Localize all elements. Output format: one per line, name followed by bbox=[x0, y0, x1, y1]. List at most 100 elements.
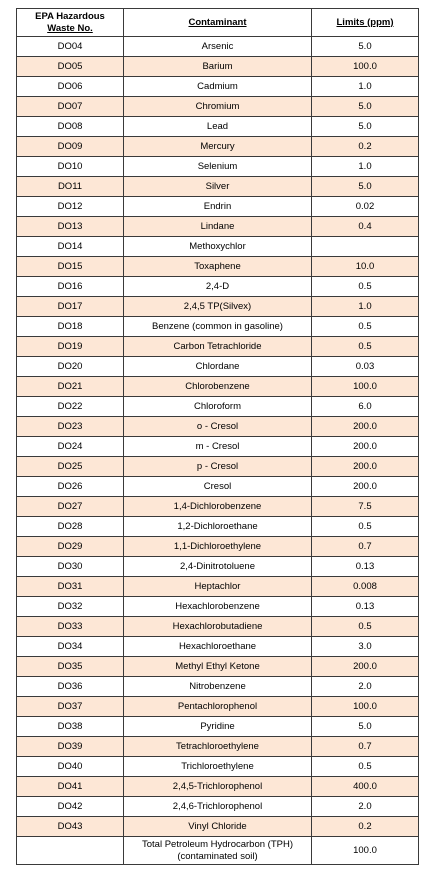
cell-limit: 6.0 bbox=[311, 396, 419, 417]
cell-limit: 0.7 bbox=[311, 536, 419, 557]
cell-contaminant: Trichloroethylene bbox=[123, 756, 312, 777]
cell-contaminant: Carbon Tetrachloride bbox=[123, 336, 312, 357]
tph-name-line1: Total Petroleum Hydrocarbon (TPH) bbox=[142, 838, 293, 850]
cell-waste-no: DO12 bbox=[16, 196, 124, 217]
table-row: DO04 Arsenic 5.0 bbox=[16, 36, 419, 57]
cell-limit: 0.5 bbox=[311, 616, 419, 637]
table-row: DO40 Trichloroethylene 0.5 bbox=[16, 756, 419, 777]
cell-limit: 7.5 bbox=[311, 496, 419, 517]
cell-limit: 0.02 bbox=[311, 196, 419, 217]
table-row: DO06 Cadmium 1.0 bbox=[16, 76, 419, 97]
cell-waste-no: DO24 bbox=[16, 436, 124, 457]
cell-waste-no: DO13 bbox=[16, 216, 124, 237]
cell-waste-no: DO05 bbox=[16, 56, 124, 77]
table-row: DO33 Hexachlorobutadiene 0.5 bbox=[16, 616, 419, 637]
cell-waste-no: DO20 bbox=[16, 356, 124, 377]
cell-waste-no: DO33 bbox=[16, 616, 124, 637]
cell-waste-no: DO26 bbox=[16, 476, 124, 497]
cell-limit: 0.03 bbox=[311, 356, 419, 377]
cell-contaminant: Benzene (common in gasoline) bbox=[123, 316, 312, 337]
cell-waste-no: DO25 bbox=[16, 456, 124, 477]
header-waste-no: EPA Hazardous Waste No. bbox=[16, 8, 124, 37]
cell-contaminant: Chromium bbox=[123, 96, 312, 117]
cell-contaminant: Arsenic bbox=[123, 36, 312, 57]
cell-waste-no: DO41 bbox=[16, 776, 124, 797]
cell-contaminant: Nitrobenzene bbox=[123, 676, 312, 697]
table-row: DO31 Heptachlor 0.008 bbox=[16, 576, 419, 597]
cell-limit: 200.0 bbox=[311, 416, 419, 437]
cell-limit: 5.0 bbox=[311, 716, 419, 737]
cell-waste-no: DO43 bbox=[16, 816, 124, 837]
cell-waste-no: DO09 bbox=[16, 136, 124, 157]
cell-contaminant: 2,4,5-Trichlorophenol bbox=[123, 776, 312, 797]
cell-limit: 400.0 bbox=[311, 776, 419, 797]
cell-limit: 10.0 bbox=[311, 256, 419, 277]
cell-contaminant: Pyridine bbox=[123, 716, 312, 737]
table-row: DO10 Selenium 1.0 bbox=[16, 156, 419, 177]
cell-contaminant: Mercury bbox=[123, 136, 312, 157]
cell-limit: 200.0 bbox=[311, 456, 419, 477]
cell-limit: 0.5 bbox=[311, 756, 419, 777]
table-row: DO36 Nitrobenzene 2.0 bbox=[16, 676, 419, 697]
cell-contaminant: Methoxychlor bbox=[123, 236, 312, 257]
cell-contaminant: Pentachlorophenol bbox=[123, 696, 312, 717]
table-row: DO17 2,4,5 TP(Silvex) 1.0 bbox=[16, 296, 419, 317]
table-row: DO30 2,4-Dinitrotoluene 0.13 bbox=[16, 556, 419, 577]
cell-contaminant: Tetrachloroethylene bbox=[123, 736, 312, 757]
cell-waste-no: DO08 bbox=[16, 116, 124, 137]
header-limits: Limits (ppm) bbox=[311, 8, 419, 37]
cell-waste-no: DO15 bbox=[16, 256, 124, 277]
cell-contaminant: Endrin bbox=[123, 196, 312, 217]
cell-waste-no: DO38 bbox=[16, 716, 124, 737]
cell-limit: 5.0 bbox=[311, 96, 419, 117]
table-row: DO07 Chromium 5.0 bbox=[16, 96, 419, 117]
cell-waste-no: DO29 bbox=[16, 536, 124, 557]
cell-waste-no: DO21 bbox=[16, 376, 124, 397]
cell-limit: 2.0 bbox=[311, 676, 419, 697]
header-contaminant: Contaminant bbox=[123, 8, 312, 37]
cell-limit: 100.0 bbox=[311, 56, 419, 77]
cell-limit: 1.0 bbox=[311, 296, 419, 317]
cell-contaminant: 2,4-D bbox=[123, 276, 312, 297]
cell-limit: 100.0 bbox=[311, 376, 419, 397]
cell-contaminant: Chloroform bbox=[123, 396, 312, 417]
table-header-row: EPA Hazardous Waste No. Contaminant Limi… bbox=[16, 8, 419, 37]
table-row: DO35 Methyl Ethyl Ketone 200.0 bbox=[16, 656, 419, 677]
table-body: DO04 Arsenic 5.0 DO05 Barium 100.0 DO06 Cadmium… bbox=[16, 36, 419, 865]
table-row: DO37 Pentachlorophenol 100.0 bbox=[16, 696, 419, 717]
cell-contaminant: 2,4-Dinitrotoluene bbox=[123, 556, 312, 577]
cell-waste-no: DO14 bbox=[16, 236, 124, 257]
cell-contaminant: Methyl Ethyl Ketone bbox=[123, 656, 312, 677]
cell-contaminant: Total Petroleum Hydrocarbon (TPH) (conta… bbox=[123, 836, 312, 865]
cell-contaminant: Toxaphene bbox=[123, 256, 312, 277]
cell-limit: 1.0 bbox=[311, 156, 419, 177]
table-row: DO29 1,1-Dichloroethylene 0.7 bbox=[16, 536, 419, 557]
table-row: DO08 Lead 5.0 bbox=[16, 116, 419, 137]
cell-limit: 0.2 bbox=[311, 816, 419, 837]
table-row: DO13 Lindane 0.4 bbox=[16, 216, 419, 237]
cell-contaminant: Selenium bbox=[123, 156, 312, 177]
cell-contaminant: 1,2-Dichloroethane bbox=[123, 516, 312, 537]
cell-contaminant: Cresol bbox=[123, 476, 312, 497]
cell-waste-no: DO35 bbox=[16, 656, 124, 677]
table-row: DO28 1,2-Dichloroethane 0.5 bbox=[16, 516, 419, 537]
table-row: DO22 Chloroform 6.0 bbox=[16, 396, 419, 417]
header-waste-no-line1: EPA Hazardous bbox=[35, 10, 105, 22]
cell-contaminant: p - Cresol bbox=[123, 456, 312, 477]
cell-waste-no: DO34 bbox=[16, 636, 124, 657]
cell-waste-no: DO22 bbox=[16, 396, 124, 417]
cell-waste-no: DO31 bbox=[16, 576, 124, 597]
cell-contaminant: 1,4-Dichlorobenzene bbox=[123, 496, 312, 517]
header-contaminant-label: Contaminant bbox=[188, 16, 247, 28]
cell-waste-no: DO39 bbox=[16, 736, 124, 757]
cell-contaminant: Silver bbox=[123, 176, 312, 197]
table-row: DO19 Carbon Tetrachloride 0.5 bbox=[16, 336, 419, 357]
cell-contaminant: Hexachloroethane bbox=[123, 636, 312, 657]
cell-waste-no: DO18 bbox=[16, 316, 124, 337]
cell-contaminant: Hexachlorobutadiene bbox=[123, 616, 312, 637]
cell-contaminant: 1,1-Dichloroethylene bbox=[123, 536, 312, 557]
table-row: DO14 Methoxychlor bbox=[16, 236, 419, 257]
table-row: DO34 Hexachloroethane 3.0 bbox=[16, 636, 419, 657]
cell-limit: 0.5 bbox=[311, 516, 419, 537]
cell-waste-no: DO23 bbox=[16, 416, 124, 437]
